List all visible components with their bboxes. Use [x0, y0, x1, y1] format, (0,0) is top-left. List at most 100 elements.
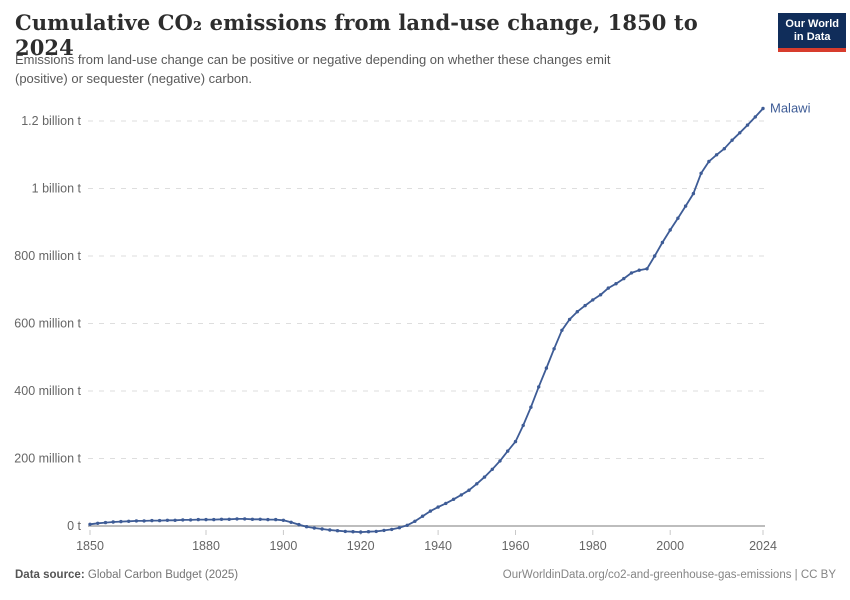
data-point[interactable]	[351, 530, 355, 534]
data-point[interactable]	[506, 449, 510, 453]
data-point[interactable]	[250, 517, 255, 521]
data-point[interactable]	[707, 159, 711, 164]
data-point[interactable]	[181, 518, 185, 522]
data-point[interactable]	[730, 138, 734, 142]
data-point[interactable]	[266, 517, 270, 522]
data-point[interactable]	[165, 518, 170, 522]
data-point[interactable]	[683, 204, 688, 208]
data-point[interactable]	[420, 514, 425, 518]
data-point[interactable]	[482, 475, 487, 479]
data-point[interactable]	[513, 439, 518, 444]
data-point[interactable]	[544, 366, 549, 370]
data-point[interactable]	[304, 525, 309, 529]
data-point[interactable]	[320, 527, 324, 531]
data-point[interactable]	[227, 517, 231, 521]
data-point[interactable]	[173, 518, 177, 522]
data-point[interactable]	[88, 522, 92, 526]
data-point[interactable]	[374, 529, 378, 534]
data-point[interactable]	[490, 467, 494, 471]
data-point[interactable]	[212, 517, 216, 522]
data-point[interactable]	[567, 317, 572, 322]
co2-cumulative-line-chart[interactable]: 0 t 200 million t 400 million t 600 million…	[0, 0, 850, 565]
data-point[interactable]	[343, 529, 347, 534]
data-point[interactable]	[157, 518, 162, 523]
data-point[interactable]	[475, 482, 479, 486]
data-point[interactable]	[738, 131, 742, 135]
data-point[interactable]	[196, 517, 200, 522]
x-tick-label: 2000	[656, 539, 684, 553]
data-point[interactable]	[390, 527, 394, 532]
data-point[interactable]	[459, 493, 463, 497]
data-point[interactable]	[591, 298, 595, 302]
data-point[interactable]	[529, 405, 533, 409]
x-tick-label: 2024	[749, 539, 777, 553]
data-point[interactable]	[583, 303, 587, 308]
data-point[interactable]	[575, 310, 579, 314]
data-point[interactable]	[699, 171, 703, 175]
data-point[interactable]	[297, 522, 301, 527]
chart-footer: Data source: Global Carbon Budget (2025)…	[15, 569, 836, 581]
data-point[interactable]	[498, 459, 502, 463]
data-point[interactable]	[134, 519, 139, 523]
data-point[interactable]	[451, 497, 456, 501]
owid-logo[interactable]: Our World in Data	[778, 13, 846, 52]
data-point[interactable]	[444, 501, 448, 506]
y-tick-label: 1.2 billion t	[21, 114, 81, 128]
data-point[interactable]	[552, 347, 556, 351]
series-label-malawi[interactable]: Malawi	[770, 101, 811, 116]
data-point[interactable]	[397, 526, 402, 530]
data-point[interactable]	[204, 517, 208, 522]
data-point[interactable]	[96, 521, 100, 525]
subtitle-line-2: (positive) or sequester (negative) carbo…	[15, 71, 253, 86]
data-point[interactable]	[645, 267, 649, 271]
data-point[interactable]	[405, 523, 409, 527]
data-point[interactable]	[660, 240, 665, 245]
data-point[interactable]	[753, 115, 757, 119]
data-point[interactable]	[722, 147, 726, 151]
citation-url[interactable]: OurWorldinData.org/co2-and-greenhouse-ga…	[502, 569, 836, 581]
data-point[interactable]	[537, 385, 541, 389]
data-point[interactable]	[413, 519, 417, 523]
data-point[interactable]	[188, 518, 193, 522]
data-point[interactable]	[676, 216, 680, 220]
data-point[interactable]	[289, 520, 293, 524]
data-point[interactable]	[235, 517, 239, 521]
data-point[interactable]	[335, 529, 340, 533]
data-point[interactable]	[274, 517, 278, 522]
data-point[interactable]	[127, 519, 131, 523]
data-point[interactable]	[637, 268, 641, 272]
data-point[interactable]	[382, 528, 386, 533]
data-point[interactable]	[653, 254, 657, 258]
data-point[interactable]	[761, 106, 765, 111]
data-point[interactable]	[622, 276, 626, 281]
data-point[interactable]	[668, 228, 672, 232]
data-point[interactable]	[150, 518, 154, 523]
data-point[interactable]	[359, 530, 363, 534]
y-tick-label: 1 billion t	[32, 182, 82, 196]
y-tick-label: 200 million t	[14, 452, 81, 466]
data-point[interactable]	[614, 282, 618, 286]
data-point[interactable]	[560, 328, 564, 332]
data-point[interactable]	[312, 526, 316, 530]
data-line-malawi[interactable]	[89, 107, 764, 533]
data-point[interactable]	[691, 191, 696, 196]
data-point[interactable]	[142, 519, 146, 523]
data-point[interactable]	[629, 271, 634, 275]
data-point[interactable]	[606, 286, 610, 290]
data-point[interactable]	[111, 520, 115, 524]
data-point[interactable]	[714, 153, 719, 157]
data-point[interactable]	[243, 517, 247, 521]
data-point[interactable]	[281, 518, 286, 522]
data-point[interactable]	[745, 123, 750, 127]
data-point[interactable]	[119, 519, 123, 524]
data-point[interactable]	[467, 488, 471, 492]
data-point[interactable]	[366, 530, 371, 534]
data-point[interactable]	[521, 423, 525, 428]
data-point[interactable]	[328, 528, 332, 532]
data-point[interactable]	[219, 517, 224, 521]
data-point[interactable]	[428, 509, 433, 513]
data-point[interactable]	[103, 520, 108, 525]
data-point[interactable]	[436, 505, 440, 509]
data-point[interactable]	[598, 293, 603, 297]
data-point[interactable]	[258, 517, 262, 521]
